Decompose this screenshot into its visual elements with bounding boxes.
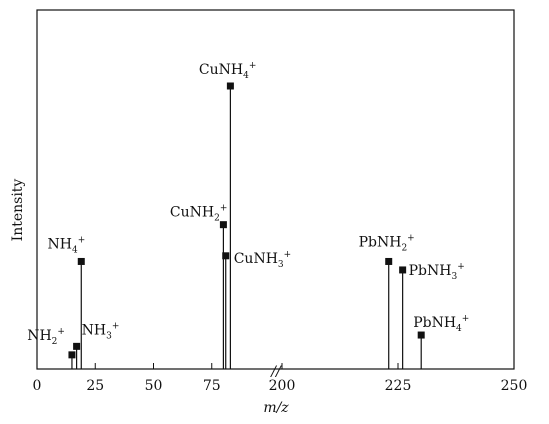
x-tick-label: 75 bbox=[203, 378, 221, 394]
x-tick-label: 225 bbox=[385, 378, 412, 394]
peak-marker bbox=[68, 351, 76, 359]
peak-marker bbox=[73, 342, 81, 350]
peak-marker bbox=[226, 82, 234, 90]
peak-pbnh4: PbNH4+ bbox=[413, 314, 469, 369]
peak-pbnh3: PbNH3+ bbox=[399, 262, 465, 369]
x-axis-ticks: 0 25 50 75 200 225 250 bbox=[33, 363, 528, 394]
x-axis-title: m/z bbox=[263, 400, 289, 416]
x-tick-label: 50 bbox=[145, 378, 163, 394]
peak-label: PbNH4+ bbox=[413, 314, 469, 334]
peak-label: CuNH2+ bbox=[170, 204, 227, 224]
axis-break-mark: // bbox=[269, 364, 282, 380]
peak-label: NH3+ bbox=[82, 321, 120, 341]
x-tick-label: 25 bbox=[86, 378, 104, 394]
x-tick-label: 0 bbox=[33, 378, 42, 394]
peak-marker bbox=[417, 331, 425, 339]
peak-nh3: NH3+ bbox=[73, 321, 119, 369]
peak-cunh4: CuNH4+ bbox=[199, 61, 256, 369]
peak-label: NH4+ bbox=[48, 235, 86, 255]
peaks: NH2+ NH3+ NH4+ CuNH2+ CuNH4+ CuNH3+ PbNH2+ PbNH… bbox=[27, 61, 469, 369]
peak-cunh2: CuNH2+ bbox=[170, 204, 227, 369]
peak-label: PbNH3+ bbox=[409, 262, 465, 282]
x-tick-label: 250 bbox=[501, 378, 528, 394]
peak-label: CuNH3+ bbox=[234, 250, 291, 270]
peak-cunh3: CuNH3+ bbox=[222, 250, 291, 369]
peak-label: NH2+ bbox=[27, 327, 65, 347]
peak-marker bbox=[399, 266, 407, 274]
peak-marker bbox=[385, 257, 393, 265]
plot-frame bbox=[36, 9, 515, 370]
axis-break: // bbox=[269, 364, 282, 380]
peak-marker bbox=[77, 257, 85, 265]
peak-label: CuNH4+ bbox=[199, 61, 256, 81]
peak-marker bbox=[219, 221, 227, 229]
peak-nh4: NH4+ bbox=[48, 235, 86, 369]
peak-marker bbox=[222, 252, 230, 260]
x-tick-label: 200 bbox=[269, 378, 296, 394]
peak-nh2: NH2+ bbox=[27, 327, 76, 369]
y-axis-title: Intensity bbox=[10, 179, 26, 242]
peak-label: PbNH2+ bbox=[359, 233, 415, 253]
peak-pbnh2: PbNH2+ bbox=[359, 233, 415, 369]
